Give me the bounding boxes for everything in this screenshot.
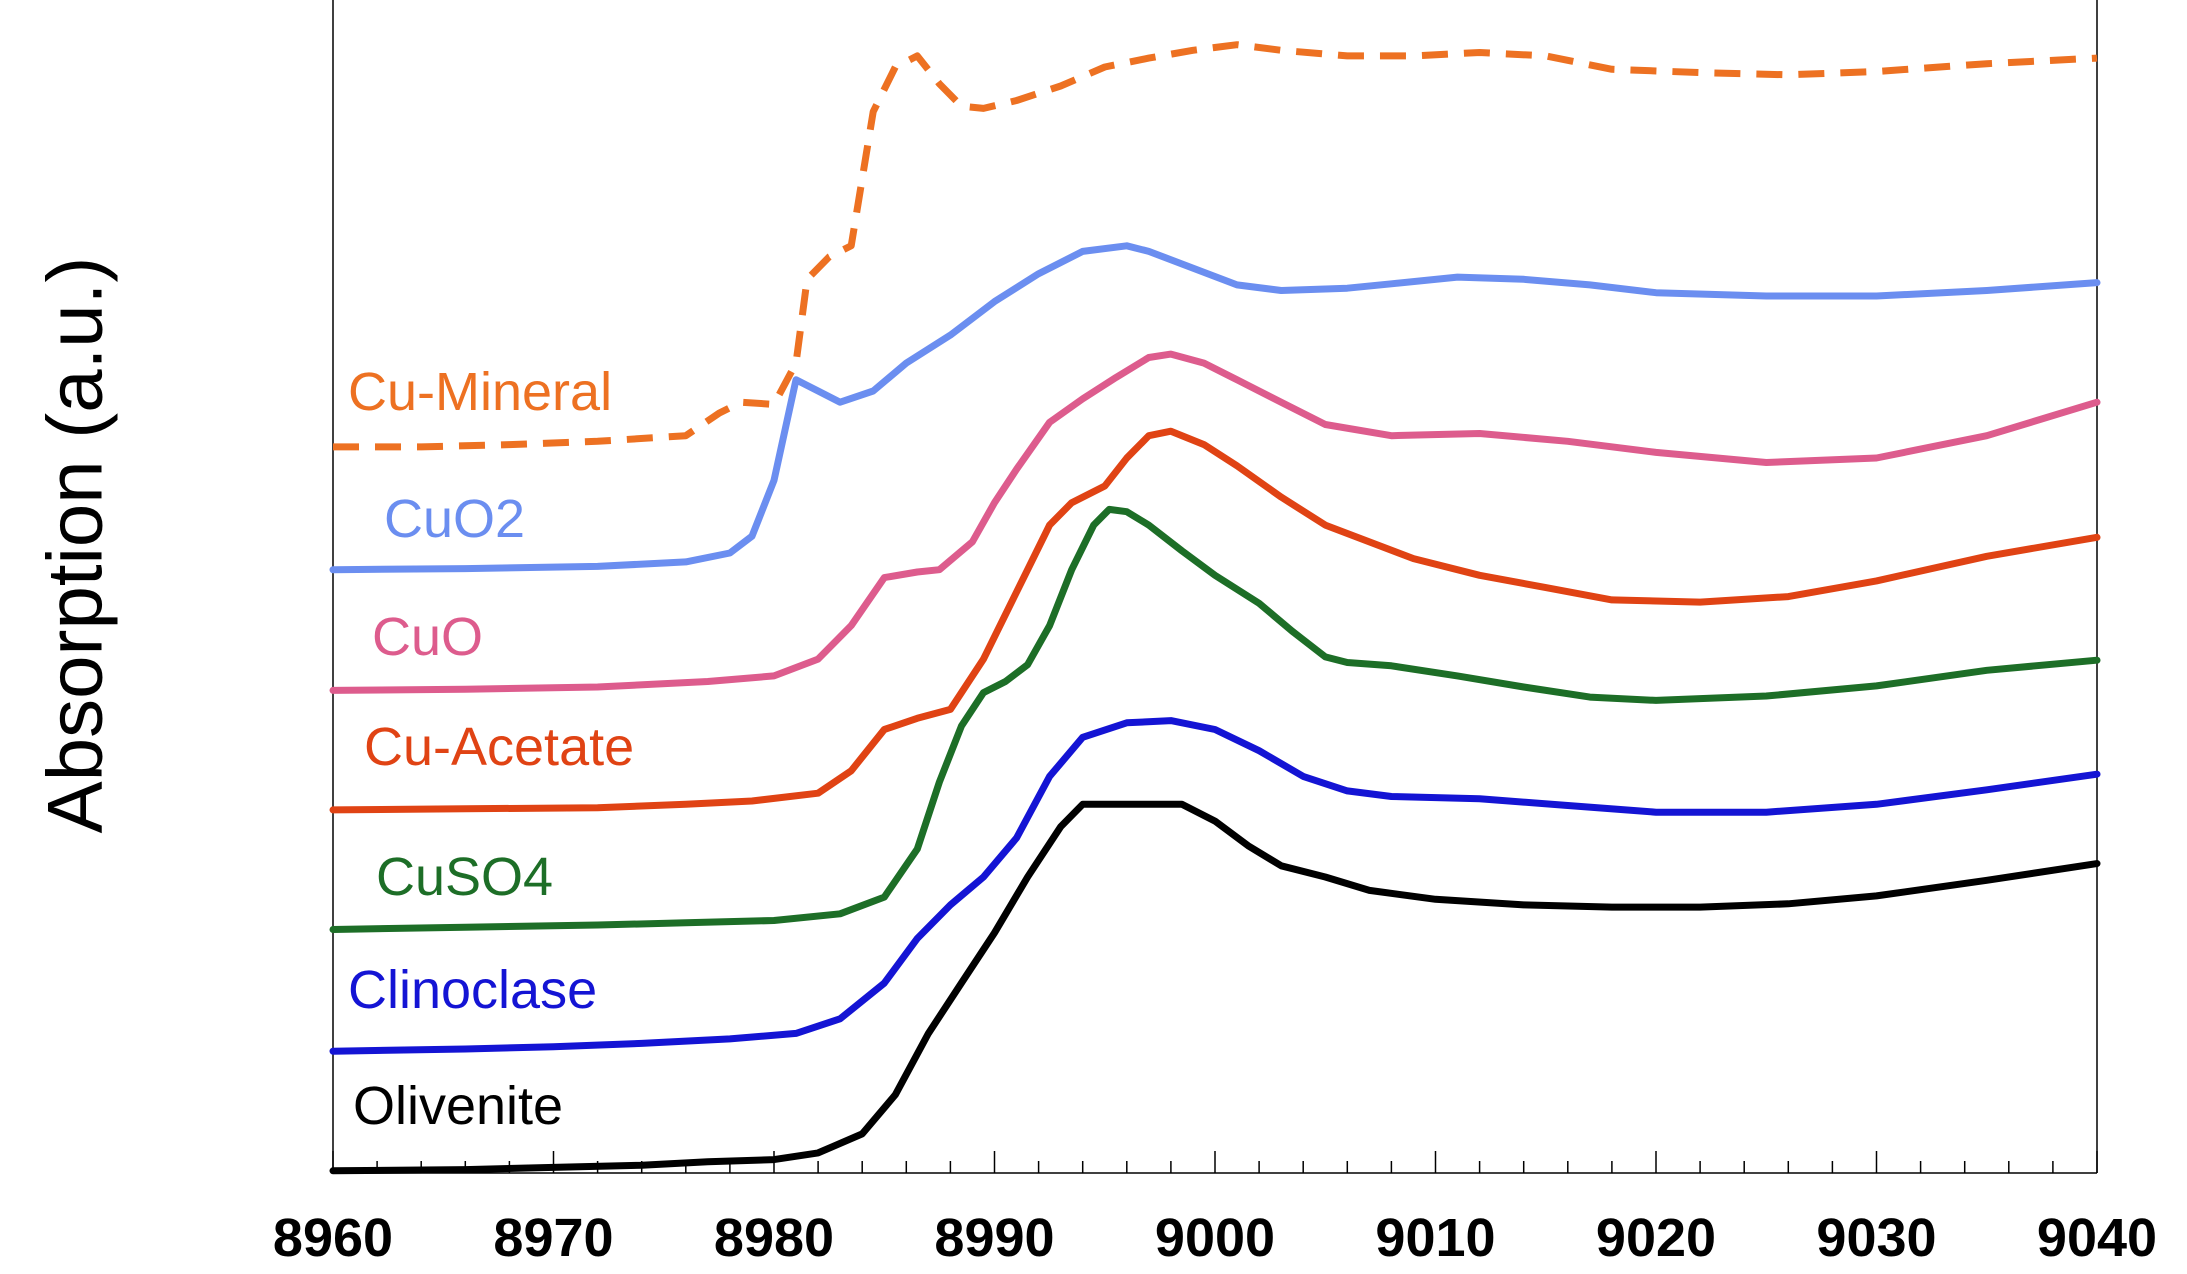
series-line-cuo2 [329,242,2101,574]
series-line-olivenite [329,800,2101,1175]
x-tick-label: 9040 [2037,1208,2157,1268]
series-label-olivenite: Olivenite [353,1076,563,1136]
x-tick-label: 9030 [1816,1208,1936,1268]
series-label-cuo: CuO [372,607,483,667]
x-tick-label: 9000 [1155,1208,1275,1268]
x-axis-ticks: 8960 8970 8980 8990 9000 9010 9020 9030 9040 [273,1151,2157,1268]
x-tick-label: 8990 [934,1208,1054,1268]
x-tick-label: 8960 [273,1208,393,1268]
x-tick-label: 8970 [493,1208,613,1268]
series-labels: Cu-Mineral CuO2 CuO Cu-Acetate CuSO4 Clinocla… [348,362,634,1136]
x-tick-label: 8980 [714,1208,834,1268]
series-line-cuso4 [329,505,2101,933]
series-line-cuo [329,350,2101,694]
x-tick-label: 9010 [1375,1208,1495,1268]
series-line-clinoclase [329,717,2101,1055]
series-lines [329,41,2101,1175]
series-label-cuso4: CuSO4 [376,847,553,907]
series-label-clinoclase: Clinoclase [348,960,597,1020]
series-label-cu-acetate: Cu-Acetate [364,717,634,777]
series-label-cu-mineral: Cu-Mineral [348,362,612,422]
y-axis-label: Absorption (a.u.) [30,256,119,834]
series-label-cuo2: CuO2 [384,489,525,549]
series-line-cu-mineral [333,41,2098,451]
series-line-cu-acetate [329,427,2101,814]
x-tick-label: 9020 [1596,1208,1716,1268]
